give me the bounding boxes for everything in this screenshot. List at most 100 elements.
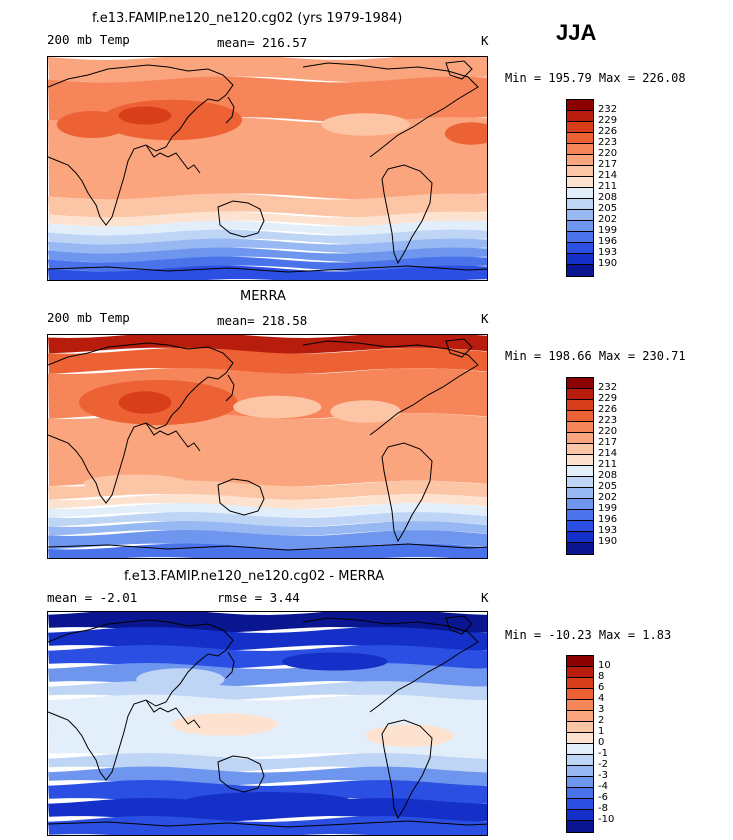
coastline: [302, 617, 479, 713]
coastline: [225, 651, 235, 679]
panel-2-minmax: Min = 198.66 Max = 230.71: [505, 349, 686, 363]
colorbar-swatch: [567, 678, 593, 689]
panel-1-variable-label: 200 mb Temp: [47, 32, 130, 47]
colorbar-tick-label: 208: [598, 470, 618, 481]
colorbar-tick-label: 199: [598, 503, 618, 514]
colorbar-tick-label: 0: [598, 737, 605, 748]
panel-2-units: K: [481, 311, 489, 326]
colorbar-swatch: [567, 733, 593, 744]
contour-blob: [321, 113, 410, 136]
coastline: [145, 699, 201, 729]
contour-blob: [330, 400, 401, 423]
colorbar-tick-label: 190: [598, 536, 618, 547]
coastline: [48, 342, 234, 504]
panel-2-colorbar-ticks: 232 229 226 223 220 217 214 211 208 205 202 199 196 1…: [598, 382, 617, 547]
colorbar-tick-label: 196: [598, 514, 618, 525]
coastline: [381, 442, 433, 543]
colorbar-swatch: [567, 521, 593, 532]
colorbar-swatch: [567, 722, 593, 733]
colorbar-tick-label: -10: [598, 814, 615, 825]
colorbar-swatch: [567, 510, 593, 521]
colorbar-swatch: [567, 810, 593, 821]
colorbar-swatch: [567, 689, 593, 700]
coastline: [217, 478, 265, 516]
panel-3-colorbar: [566, 655, 594, 833]
colorbar-tick-label: 217: [598, 159, 618, 170]
contour-blob: [180, 792, 357, 815]
colorbar-swatch: [567, 766, 593, 777]
coastline: [381, 164, 433, 265]
colorbar-swatch: [567, 755, 593, 766]
colorbar-tick-label: 202: [598, 492, 618, 503]
contour-blob: [83, 474, 190, 493]
colorbar-tick-label: 232: [598, 104, 618, 115]
contour-band: [48, 347, 487, 374]
coastline: [48, 820, 487, 828]
contour-band: [48, 229, 487, 245]
contour-band: [48, 512, 487, 527]
contour-band: [48, 335, 487, 354]
coastline: [225, 374, 235, 402]
colorbar-tick-label: 190: [598, 258, 618, 269]
colorbar-tick-label: 220: [598, 426, 618, 437]
coastline: [217, 200, 265, 238]
coastline: [48, 64, 234, 226]
panel-3-mean-label: mean = -2.01: [47, 590, 138, 605]
colorbar-tick-label: -3: [598, 770, 608, 781]
colorbar-swatch: [567, 133, 593, 144]
colorbar-swatch: [567, 777, 593, 788]
panel-3-rmse-label: rmse = 3.44: [217, 590, 300, 605]
panel-1-title: f.e13.FAMIP.ne120_ne120.cg02 (yrs 1979-1…: [92, 11, 403, 26]
contour-blob: [233, 395, 322, 419]
colorbar-swatch: [567, 711, 593, 722]
colorbar-tick-label: 196: [598, 236, 618, 247]
colorbar-tick-label: 229: [598, 115, 618, 126]
colorbar-tick-label: 4: [598, 693, 605, 704]
colorbar-swatch: [567, 444, 593, 455]
colorbar-swatch: [567, 799, 593, 810]
colorbar-swatch: [567, 656, 593, 667]
colorbar-tick-label: -4: [598, 781, 608, 792]
colorbar-swatch: [567, 199, 593, 210]
panel-1-colorbar-ticks: 232 229 226 223 220 217 214 211 208 205 202 199 196 1…: [598, 104, 617, 269]
colorbar-tick-label: 223: [598, 415, 618, 426]
colorbar-swatch: [567, 700, 593, 711]
panel-1-map: [47, 56, 488, 281]
contour-band: [48, 211, 487, 227]
coastline: [48, 265, 487, 273]
contour-blob: [56, 111, 128, 138]
panel-2-mean-label: mean= 218.58: [217, 313, 308, 328]
season-label: JJA: [556, 20, 597, 45]
panel-3-colorbar-ticks: 10 8 6 4 3 2 1 0 -1 -2 -3 -4 -6 -8 -10: [598, 660, 614, 825]
colorbar-tick-label: -1: [598, 748, 608, 759]
coastline: [225, 96, 235, 124]
colorbar-swatch: [567, 411, 593, 422]
colorbar-tick-label: 223: [598, 137, 618, 148]
panel-1-mean-label: mean= 216.57: [217, 35, 308, 50]
contour-blob: [118, 391, 172, 414]
coastline: [48, 619, 234, 781]
colorbar-swatch: [567, 821, 593, 832]
colorbar-swatch: [567, 166, 593, 177]
panel-1-minmax: Min = 195.79 Max = 226.08: [505, 71, 686, 85]
contour-blob: [118, 106, 172, 125]
coastline: [381, 719, 433, 820]
colorbar-tick-label: 229: [598, 393, 618, 404]
colorbar-tick-label: 232: [598, 382, 618, 393]
coastline: [445, 338, 473, 358]
contour-blob: [365, 724, 454, 747]
colorbar-tick-label: 199: [598, 225, 618, 236]
colorbar-tick-label: 6: [598, 682, 605, 693]
coastline: [145, 422, 201, 452]
contour-blob: [171, 713, 278, 736]
colorbar-swatch: [567, 389, 593, 400]
colorbar-swatch: [567, 378, 593, 389]
contour-band: [48, 627, 487, 651]
contour-band: [48, 220, 487, 236]
contour-blob: [281, 652, 388, 671]
colorbar-swatch: [567, 111, 593, 122]
coastline: [445, 615, 473, 635]
coastline: [217, 755, 265, 793]
colorbar-tick-label: 205: [598, 481, 618, 492]
colorbar-swatch: [567, 265, 593, 276]
